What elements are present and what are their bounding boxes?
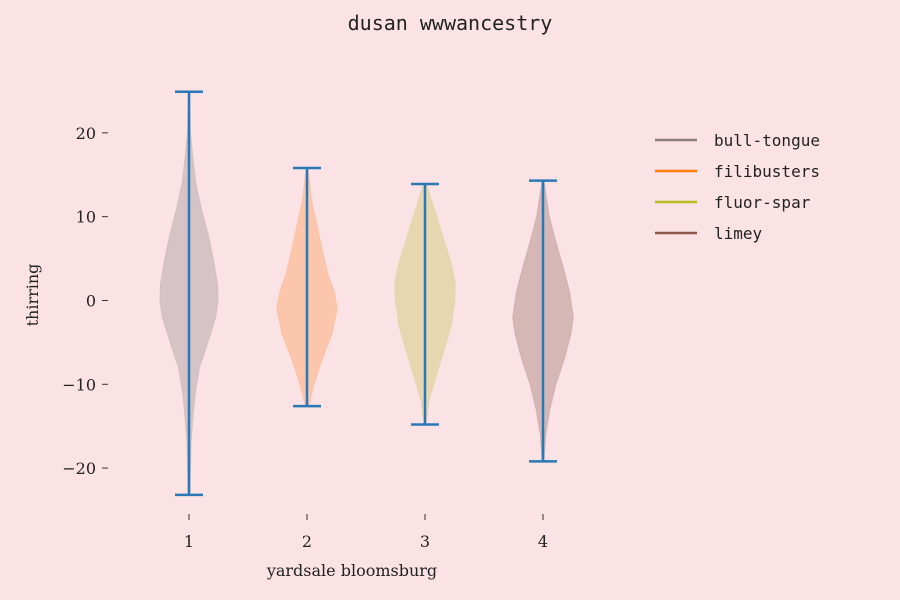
- legend-label-fluor-spar: fluor-spar: [714, 193, 811, 212]
- x-axis-label: yardsale bloomsburg: [266, 561, 437, 580]
- violin-stat-lines: [175, 90, 557, 497]
- y-tick-label: 0: [86, 291, 96, 310]
- y-axis-label: thirring: [23, 264, 42, 327]
- x-tick-label: 3: [420, 532, 430, 551]
- y-tick-label: 20: [76, 124, 96, 143]
- legend-label-bull-tongue: bull-tongue: [714, 131, 820, 150]
- chart-title: dusan wwwancestry: [348, 11, 553, 35]
- x-tick-label: 2: [302, 532, 312, 551]
- y-tick-label: −10: [62, 375, 96, 394]
- x-axis: 1 2 3 4: [184, 514, 548, 551]
- legend-label-filibusters: filibusters: [714, 162, 820, 181]
- x-tick-label: 4: [538, 532, 548, 551]
- x-tick-label: 1: [184, 532, 194, 551]
- y-tick-label: 10: [76, 208, 96, 227]
- y-tick-label: −20: [62, 459, 96, 478]
- y-axis: 20 10 0 −10 −20: [62, 124, 108, 478]
- legend-label-limey: limey: [714, 224, 763, 243]
- legend: bull-tongue filibusters fluor-spar limey: [655, 131, 820, 243]
